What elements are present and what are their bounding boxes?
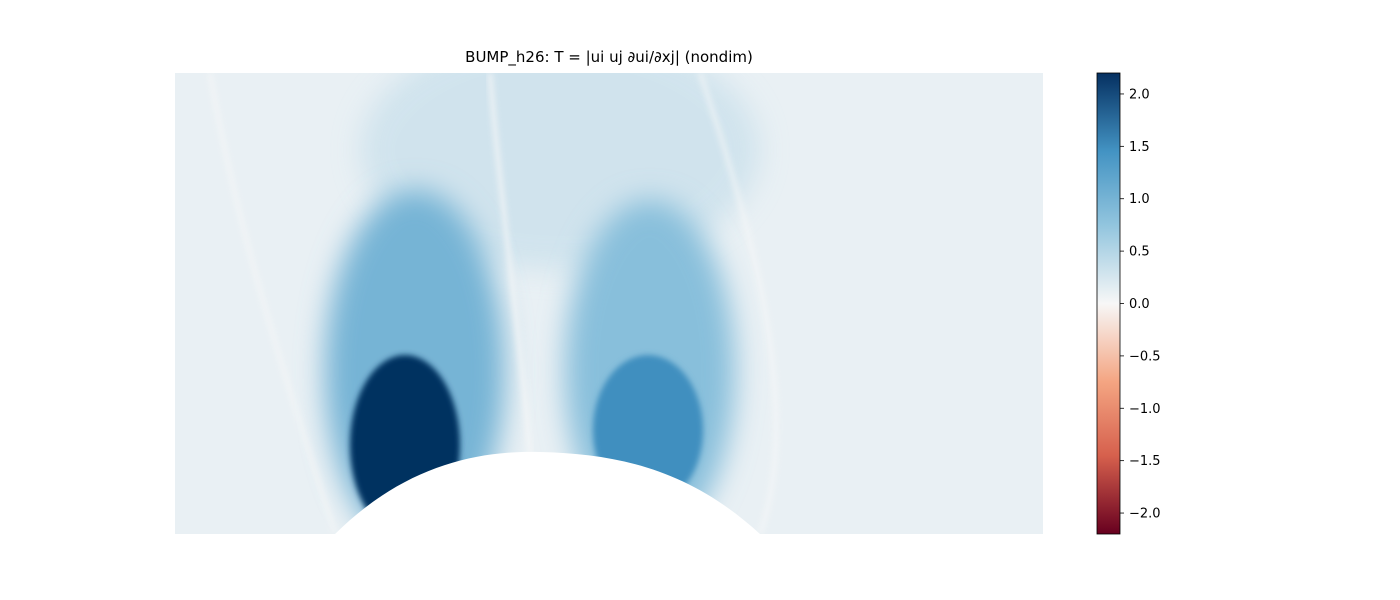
chart-title: BUMP_h26: T = |ui uj ∂ui/∂xj| (nondim) (465, 48, 753, 66)
colorbar-tick-label: 1.5 (1129, 140, 1150, 155)
colorbar-tick-label: 2.0 (1129, 87, 1150, 102)
colorbar-tick-label: −1.5 (1129, 454, 1161, 469)
colorbar-scale (1096, 72, 1121, 535)
field-streak (697, 73, 779, 534)
colorbar-tick-label: 0.0 (1129, 297, 1150, 312)
heatmap (175, 73, 1043, 534)
colorbar-tick-label: 1.0 (1129, 192, 1150, 207)
bump-wall (335, 451, 760, 534)
colorbar-tick-label: −0.5 (1129, 349, 1161, 364)
colorbar-tick-label: −2.0 (1129, 507, 1161, 522)
colorbar: 2.0 1.5 1.0 0.5 0.0 −0.5 −1.0 −1.5 −2.0 (1096, 72, 1161, 535)
colorbar-tick-label: 0.5 (1129, 245, 1150, 260)
field-streak (208, 73, 337, 534)
colorbar-tick-label: −1.0 (1129, 402, 1161, 417)
colorbar-ticks: 2.0 1.5 1.0 0.5 0.0 −0.5 −1.0 −1.5 −2.0 (1120, 87, 1161, 522)
field-streak (487, 73, 533, 456)
